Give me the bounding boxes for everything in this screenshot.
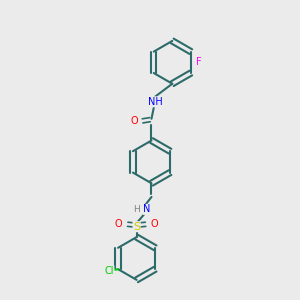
Text: S: S [133, 222, 140, 232]
Text: Cl: Cl [104, 266, 114, 276]
Text: O: O [131, 116, 138, 126]
Text: O: O [115, 219, 123, 229]
Text: O: O [151, 219, 158, 229]
Text: F: F [196, 57, 202, 67]
Text: NH: NH [148, 97, 163, 107]
Text: H: H [133, 205, 140, 214]
Text: N: N [143, 204, 151, 214]
